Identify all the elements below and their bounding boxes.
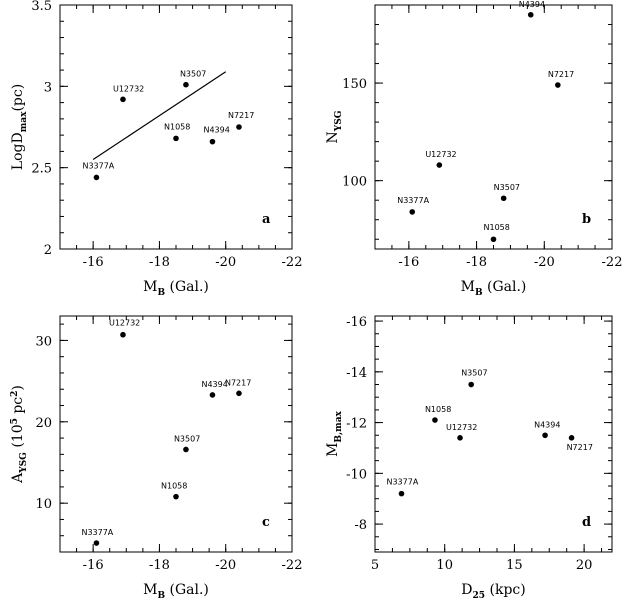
y-tick-label: 20 xyxy=(35,416,52,431)
data-point xyxy=(436,162,443,168)
panel-letter: c xyxy=(262,515,270,530)
point-label: N1058 xyxy=(484,223,510,232)
data-point xyxy=(457,435,463,441)
y-tick-label: -8 xyxy=(354,518,367,533)
point-label: N7217 xyxy=(567,443,593,452)
point-label: N1058 xyxy=(425,405,451,414)
point-label: U12732 xyxy=(446,423,477,432)
point-label: N4394 xyxy=(519,0,545,9)
data-point xyxy=(173,135,179,142)
y-tick-label: 100 xyxy=(342,175,367,190)
x-tick-label: 5 xyxy=(371,558,379,573)
point-label: N3507 xyxy=(174,434,200,443)
panel-letter: a xyxy=(262,212,271,227)
y-axis-title: AYSG (105 pc2) xyxy=(10,385,29,484)
x-axis-title: MB (Gal.) xyxy=(143,279,209,298)
x-tick-label: -20 xyxy=(215,558,236,573)
data-point xyxy=(236,390,242,397)
data-point xyxy=(468,381,474,388)
x-tick-label: -22 xyxy=(602,255,622,270)
data-point xyxy=(236,124,242,130)
point-label: N3377A xyxy=(82,161,114,170)
y-tick-label: 2 xyxy=(44,243,52,258)
point-label: N1058 xyxy=(161,482,187,491)
x-tick-label: -20 xyxy=(215,255,236,270)
point-label: N3507 xyxy=(461,369,487,378)
x-tick-label: -22 xyxy=(282,255,303,270)
data-point xyxy=(409,209,416,215)
data-point xyxy=(183,446,189,453)
x-tick-label: -16 xyxy=(83,255,104,270)
data-point xyxy=(120,331,126,338)
point-label: N1058 xyxy=(164,122,190,131)
x-tick-label: 20 xyxy=(576,558,593,573)
y-tick-label: 150 xyxy=(342,77,367,92)
y-axis-title: LogDmax(pc) xyxy=(10,84,29,170)
panel-a: -16 -18 -20 -22 2 2.5 3 3.5 N3377A U12732 N3507 N10… xyxy=(10,0,302,298)
data-point xyxy=(555,82,561,88)
data-point xyxy=(490,236,497,243)
y-tick-label: 3 xyxy=(44,80,52,95)
data-point xyxy=(120,96,126,103)
y-tick-label: 2.5 xyxy=(31,162,52,177)
point-label: N3507 xyxy=(494,183,520,192)
y-tick-label: -10 xyxy=(346,467,367,482)
point-label: N7217 xyxy=(228,111,254,120)
panel-b: -16 -18 -20 -22 100 150 N4394 N7217 U12732 N3507 N… xyxy=(325,0,622,298)
y-tick-label: 3.5 xyxy=(31,0,52,14)
data-point xyxy=(173,493,179,500)
y-tick-label: -14 xyxy=(346,366,367,381)
data-point xyxy=(398,490,405,497)
x-axis-title: MB (Gal.) xyxy=(461,279,527,298)
data-point xyxy=(500,195,507,202)
y-axis-title: NYSG xyxy=(325,111,344,144)
point-label: N7217 xyxy=(225,378,251,387)
x-tick-label: -20 xyxy=(534,255,555,270)
y-tick-label: 30 xyxy=(35,334,52,349)
fit-line xyxy=(92,71,227,161)
data-point xyxy=(183,81,189,88)
point-label: N3377A xyxy=(386,478,418,487)
data-point xyxy=(542,432,548,439)
point-label: U12732 xyxy=(425,150,456,159)
x-axis-title: MB (Gal.) xyxy=(143,582,209,601)
y-axis-title: MB,max xyxy=(325,410,344,456)
x-tick-label: -18 xyxy=(149,558,170,573)
data-point xyxy=(432,417,438,423)
panel-d: 5 10 15 20 -8 -10 -12 -14 -16 N3507 N1058 U12732 N43… xyxy=(325,315,613,601)
point-label: U12732 xyxy=(109,319,140,328)
point-label: N4394 xyxy=(203,126,229,135)
data-point xyxy=(568,435,575,441)
panel-letter: d xyxy=(582,515,591,530)
x-tick-label: -16 xyxy=(398,255,419,270)
data-point xyxy=(527,11,534,18)
point-label: N3377A xyxy=(81,528,113,537)
point-label: N4394 xyxy=(534,420,560,429)
x-tick-label: -22 xyxy=(282,558,303,573)
x-tick-label: 10 xyxy=(436,558,453,573)
point-label: N7217 xyxy=(548,70,574,79)
x-tick-label: -18 xyxy=(466,255,487,270)
y-tick-label: 10 xyxy=(35,497,52,512)
y-tick-label: -12 xyxy=(346,417,367,432)
plot-frame xyxy=(374,315,613,553)
y-tick-label: -16 xyxy=(346,315,367,330)
data-point xyxy=(209,392,216,398)
panel-letter: b xyxy=(582,212,591,227)
data-point xyxy=(93,174,100,181)
x-tick-label: 15 xyxy=(506,558,523,573)
x-tick-label: -18 xyxy=(149,255,170,270)
data-point xyxy=(209,138,216,145)
point-label: N4394 xyxy=(201,380,227,389)
x-tick-label: -16 xyxy=(83,558,104,573)
point-label: N3377A xyxy=(397,196,429,205)
point-label: U12732 xyxy=(113,84,144,93)
point-label: N3507 xyxy=(180,70,206,79)
data-point xyxy=(93,540,100,546)
x-axis-title: D25 (kpc) xyxy=(461,582,525,601)
